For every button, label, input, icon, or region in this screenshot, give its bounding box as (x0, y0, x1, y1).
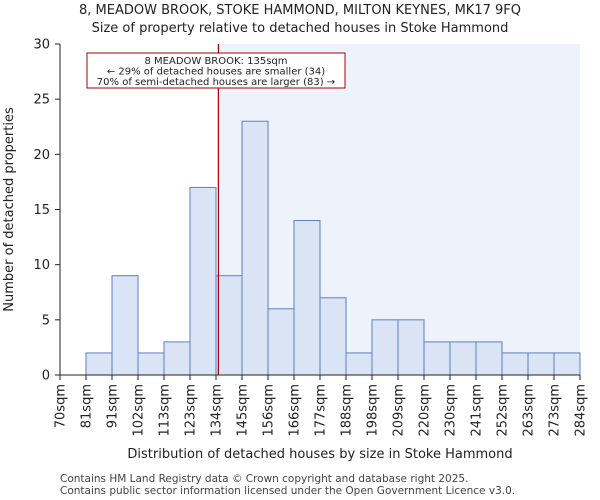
histogram-bar (137, 352, 165, 376)
y-tick-label: 5 (42, 313, 50, 328)
histogram-bar (475, 341, 503, 376)
chart-title: 8, MEADOW BROOK, STOKE HAMMOND, MILTON K… (79, 3, 521, 18)
x-tick-label: 123sqm (184, 384, 199, 437)
x-tick-label: 134sqm (210, 384, 225, 437)
histogram-bar (371, 319, 399, 376)
x-tick-label: 209sqm (392, 384, 407, 437)
annotation-text-line: ← 29% of detached houses are smaller (34… (107, 67, 325, 78)
x-tick-label: 145sqm (236, 384, 251, 437)
y-tick-label: 15 (33, 203, 50, 218)
histogram-bar (319, 297, 347, 376)
x-tick-label: 284sqm (574, 384, 589, 437)
x-tick-label: 263sqm (522, 384, 537, 437)
x-tick-label: 113sqm (158, 384, 173, 437)
histogram-bar (163, 341, 191, 376)
histogram-bar (449, 341, 477, 376)
histogram-chart: 0 5 10 15 20 25 30 70sqm 81sqm 91sqm 102sqm 113sqm 1… (2, 38, 589, 463)
x-tick-label: 91sqm (106, 384, 121, 428)
annotation-text-line: 8 MEADOW BROOK: 135sqm (144, 56, 287, 67)
annotation-text-line: 70% of semi-detached houses are larger (… (97, 77, 335, 88)
x-tick-label: 166sqm (288, 384, 303, 437)
x-tick-label: 220sqm (418, 384, 433, 437)
histogram-bar (293, 220, 321, 376)
x-tick-label: 241sqm (470, 384, 485, 437)
footer-copyright: Contains HM Land Registry data © Crown c… (60, 473, 469, 485)
x-tick-label: 273sqm (548, 384, 563, 437)
annotation-box (86, 52, 346, 89)
histogram-bar (527, 352, 555, 376)
y-tick-label: 20 (33, 148, 50, 163)
y-tick-label: 25 (33, 93, 50, 108)
histogram-bar (85, 352, 113, 376)
histogram-bar (267, 308, 295, 376)
y-tick-label: 0 (42, 369, 50, 384)
x-tick-label: 177sqm (314, 384, 329, 437)
histogram-bar (501, 352, 529, 376)
x-axis-label: Distribution of detached houses by size … (127, 447, 512, 462)
histogram-bar (111, 275, 139, 376)
y-tick-label: 30 (33, 38, 50, 53)
histogram-bar (189, 186, 217, 376)
x-tick-label: 230sqm (444, 384, 459, 437)
histogram-bar (553, 352, 581, 376)
y-axis-label: Number of detached properties (2, 107, 17, 312)
footer-licence: Contains public sector information licen… (60, 485, 516, 497)
x-tick-label: 252sqm (496, 384, 511, 437)
x-tick-label: 81sqm (80, 384, 95, 428)
x-tick-label: 156sqm (262, 384, 277, 437)
chart-subtitle: Size of property relative to detached ho… (91, 21, 509, 36)
y-tick-label: 10 (33, 258, 50, 273)
x-tick-label: 102sqm (132, 384, 147, 437)
x-tick-label: 198sqm (366, 384, 381, 437)
x-tick-label: 188sqm (340, 384, 355, 437)
histogram-bar (241, 120, 269, 376)
x-tick-label: 70sqm (54, 384, 69, 428)
histogram-bar (397, 319, 425, 376)
histogram-bar (423, 341, 451, 376)
histogram-bar (215, 275, 243, 376)
histogram-bar (345, 352, 373, 376)
